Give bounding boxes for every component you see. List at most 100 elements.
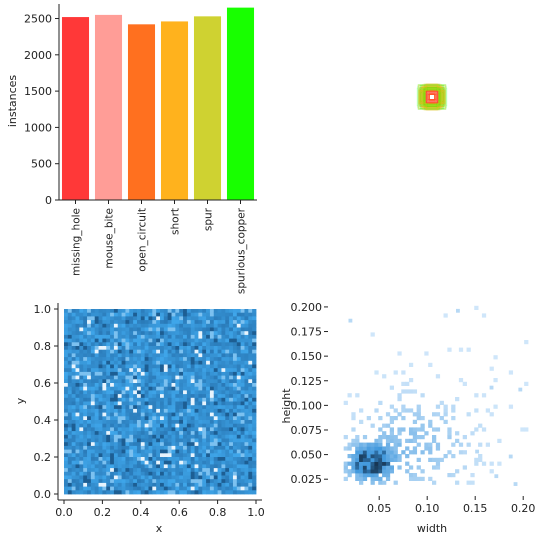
xy-bin	[190, 401, 195, 406]
xy-bin	[244, 479, 249, 484]
xy-bin	[160, 434, 165, 439]
xy-bin	[198, 401, 203, 406]
xy-bin	[83, 316, 88, 321]
xy-bin	[186, 390, 192, 395]
xy-bin	[244, 368, 249, 373]
wh-bin	[508, 404, 514, 409]
label-box	[421, 88, 443, 106]
xy-bin	[117, 457, 122, 462]
xy-bin	[248, 349, 253, 354]
xy-bin	[190, 408, 195, 413]
xy-bin	[198, 482, 203, 487]
xy-bin	[190, 338, 195, 343]
xy-bin	[225, 397, 230, 402]
xy-bin	[244, 482, 249, 487]
xy-bin	[213, 460, 218, 465]
xy-bin	[167, 371, 172, 376]
xy-bin	[117, 357, 122, 362]
xy-bin	[175, 464, 180, 469]
xy-bin	[194, 383, 199, 388]
label-box	[424, 86, 440, 108]
xy-bin	[64, 394, 69, 399]
xy-bin	[98, 394, 103, 399]
xy-bin	[225, 464, 230, 469]
xy-bin	[152, 442, 157, 447]
wh-bin	[397, 457, 402, 462]
xy-bin	[90, 357, 96, 362]
xy-bin	[121, 475, 126, 480]
xy-bin	[64, 401, 69, 406]
xy-bin	[64, 438, 69, 443]
wh-bin	[343, 476, 348, 481]
xy-bin	[225, 338, 230, 343]
xy-bin	[213, 427, 218, 432]
xy-bin	[240, 423, 245, 428]
xy-bin	[125, 394, 130, 399]
xy-bin	[160, 445, 165, 450]
xy-bin	[106, 371, 111, 376]
xy-bin	[64, 442, 69, 447]
xy-bin	[225, 386, 230, 391]
xy-bin	[240, 486, 245, 491]
xy-bin	[221, 312, 226, 317]
xy-bin	[206, 312, 211, 317]
xy-bin	[183, 338, 188, 343]
xy-bin	[121, 316, 126, 321]
xy-bin	[98, 490, 103, 495]
xy-bin	[163, 327, 169, 332]
xy-bin	[194, 338, 199, 343]
xy-bin	[106, 397, 111, 402]
xy-bin	[209, 349, 215, 354]
xy-bin	[75, 482, 80, 487]
wh-bin	[397, 438, 402, 443]
xy-bin	[202, 327, 207, 332]
xy-bin	[186, 464, 192, 469]
xy-bin	[209, 464, 215, 469]
xy-bin	[148, 457, 153, 462]
xy-bin	[221, 457, 226, 462]
xy-bin	[171, 331, 176, 336]
wh-bin	[458, 347, 464, 352]
xy-bin	[217, 386, 222, 391]
xy-bin	[110, 331, 115, 336]
label-box	[425, 90, 439, 104]
xy-bin	[87, 434, 92, 439]
xy-bin	[183, 445, 188, 450]
xy-bin	[209, 353, 215, 358]
xy-bin	[152, 445, 157, 450]
xy-bin	[90, 346, 96, 351]
xy-bin	[225, 357, 230, 362]
xy-bin	[202, 386, 207, 391]
xy-bin	[209, 405, 215, 410]
xy-bin	[67, 353, 73, 358]
xy-bin	[194, 445, 199, 450]
xy-bin	[232, 383, 238, 388]
xy-bin	[213, 364, 218, 369]
xy-bin	[117, 453, 122, 458]
xy-bin	[179, 420, 184, 425]
xy-bin	[156, 464, 161, 469]
wh-bin	[359, 457, 364, 462]
xy-bin	[117, 327, 122, 332]
xy-bin	[232, 357, 238, 362]
xy-bin	[148, 460, 153, 465]
xy-bin	[129, 427, 134, 432]
xy-bin	[148, 390, 153, 395]
xy-bin	[156, 423, 161, 428]
wh-bin	[405, 469, 410, 474]
xy-bin	[221, 316, 226, 321]
xy-bin	[221, 371, 226, 376]
xy-bin	[71, 379, 76, 384]
xy-bin	[152, 346, 157, 351]
label-box	[425, 89, 439, 105]
xy-bin	[94, 438, 99, 443]
width-height-histogram: 0.05 0.10 0.15 0.20 0.0250.0500.0750.1000.1…	[280, 301, 535, 535]
xy-bin	[71, 357, 76, 362]
xy-bin	[90, 401, 96, 406]
xy-bin	[75, 312, 80, 317]
xy-bin	[79, 338, 84, 343]
xy-bin	[217, 397, 222, 402]
xy-bin	[75, 375, 80, 380]
xy-bin	[129, 342, 134, 347]
xy-bin	[240, 368, 245, 373]
